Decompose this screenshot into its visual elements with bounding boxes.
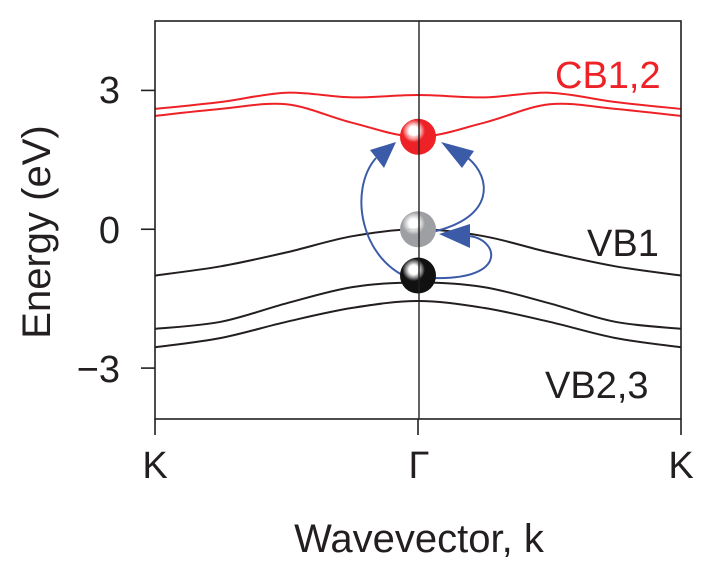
carrier-sphere-2 — [400, 211, 436, 248]
ticks-layer — [141, 89, 682, 435]
y-axis-title: Energy (eV) — [15, 125, 59, 338]
carrier-sphere-3 — [400, 257, 436, 294]
arrowhead-vb2-to-vb1 — [439, 224, 470, 248]
x-tick-label-k-left: K — [142, 445, 167, 487]
y-tick-label-3: 3 — [99, 70, 120, 112]
arrowhead-vb1-to-cb — [441, 142, 474, 168]
x-tick-label-gamma: Γ — [409, 445, 430, 487]
y-tick-label-0: 0 — [99, 210, 120, 252]
band-label-vb1: VB1 — [587, 223, 659, 265]
x-axis-title: Wavevector, k — [294, 517, 545, 561]
transition-arrow-vb1-to-cb — [431, 157, 485, 233]
band-line-5 — [154, 299, 682, 349]
transition-arrow-vb2-to-cb — [360, 157, 415, 281]
transition-arrow-vb2-to-vb1 — [433, 235, 493, 280]
carrier-sphere-1 — [400, 118, 436, 155]
band-label-cb: CB1,2 — [555, 55, 661, 97]
arrowhead-vb2-to-cb — [370, 142, 396, 168]
markers-layer — [400, 118, 436, 294]
arrows-layer — [360, 142, 493, 281]
y-tick-label-neg3: −3 — [77, 349, 120, 391]
band-label-vb23: VB2,3 — [545, 365, 649, 407]
x-tick-label-k-right: K — [668, 445, 693, 487]
band-line-1 — [154, 91, 682, 110]
